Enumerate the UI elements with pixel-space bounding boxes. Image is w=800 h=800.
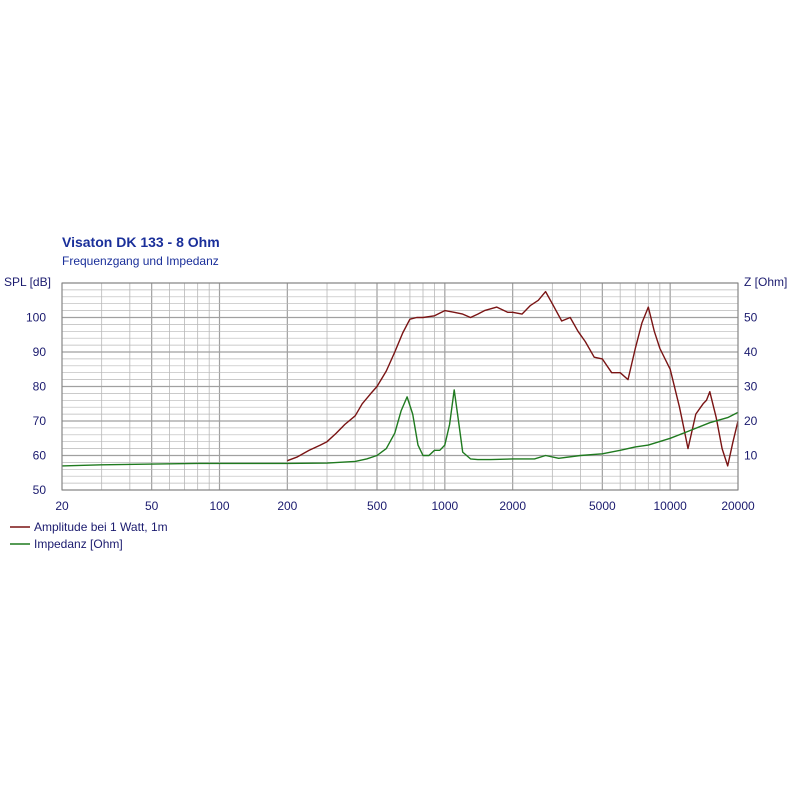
legend: Amplitude bei 1 Watt, 1m Impedanz [Ohm] [10,520,168,551]
y-left-tick-label: 90 [33,345,47,359]
y-left-axis-title: SPL [dB] [4,275,51,289]
y-right-tick-label: 30 [744,380,758,394]
y-right-tick-label: 40 [744,345,758,359]
chart-subtitle: Frequenzgang und Impedanz [62,254,219,268]
y-right-tick-label: 20 [744,414,758,428]
chart-title: Visaton DK 133 - 8 Ohm [62,234,220,250]
series-line-amplitude [287,290,739,467]
y-left-tick-label: 80 [33,380,47,394]
legend-label-amplitude: Amplitude bei 1 Watt, 1m [34,520,168,534]
x-tick-label: 10000 [653,499,687,513]
plot-frame [61,282,739,491]
x-tick-label: 200 [277,499,297,513]
y-right-axis-title: Z [Ohm] [744,275,787,289]
y-right-tick-labels: 10 20 30 40 50 [744,311,758,463]
x-tick-label: 1000 [431,499,458,513]
y-left-tick-labels: 50 60 70 80 90 100 [26,311,46,498]
y-right-tick-label: 10 [744,449,758,463]
legend-label-impedance: Impedanz [Ohm] [34,537,123,551]
x-tick-label: 5000 [589,499,616,513]
series-line-impedance [61,389,739,467]
grid [61,282,739,491]
y-left-tick-label: 50 [33,483,47,497]
x-tick-labels: 20 50 100 200 500 1000 2000 5000 10000 20000 [55,499,755,513]
x-tick-label: 50 [145,499,159,513]
x-tick-label: 20000 [721,499,755,513]
x-tick-label: 500 [367,499,387,513]
x-tick-label: 20 [55,499,69,513]
series-group [61,290,739,467]
y-left-tick-label: 100 [26,311,46,325]
y-left-tick-label: 70 [33,414,47,428]
x-tick-label: 2000 [499,499,526,513]
x-tick-label: 100 [209,499,229,513]
y-right-tick-label: 50 [744,311,758,325]
y-left-tick-label: 60 [33,449,47,463]
